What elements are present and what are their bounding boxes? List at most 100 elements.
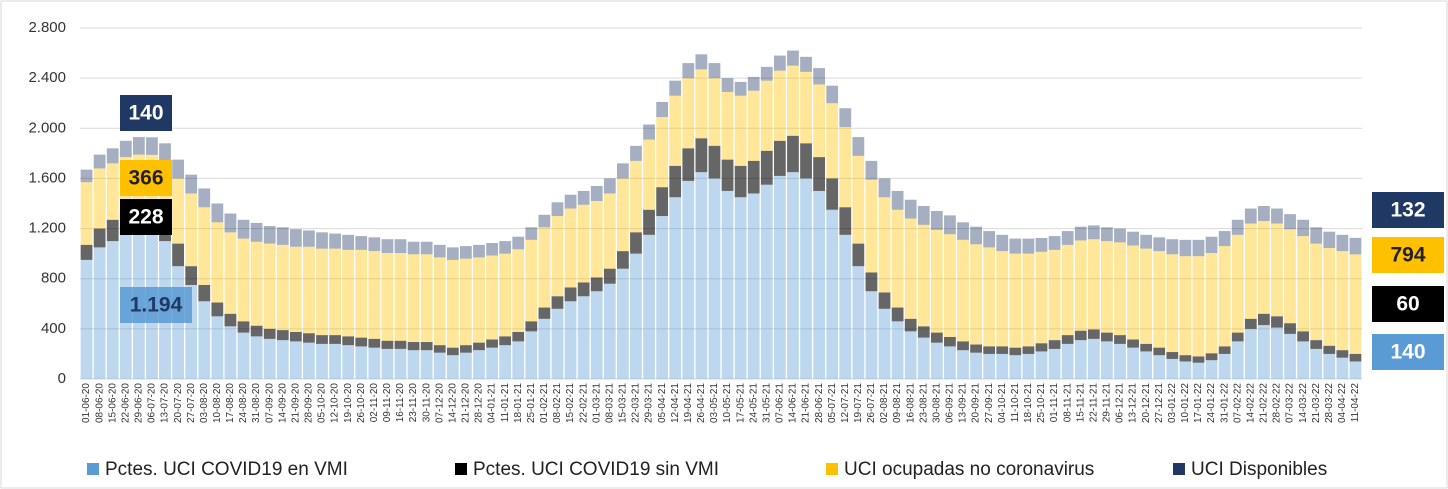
bar-segment [407, 350, 420, 379]
x-tick-label: 08-06-20 [94, 383, 105, 423]
bar-segment [721, 159, 734, 191]
bar-segment [1297, 341, 1310, 379]
data-label: 132 [1390, 199, 1425, 222]
bar-segment [420, 350, 433, 379]
x-tick-label: 09-11-20 [382, 383, 393, 423]
bar-segment [381, 239, 394, 254]
bar-segment [80, 244, 93, 260]
bar-segment [682, 78, 695, 149]
bar-segment [590, 291, 603, 379]
bar-segment [878, 197, 891, 293]
bar-segment [970, 226, 982, 245]
x-tick-label: 26-10-20 [356, 383, 367, 423]
bar-segment [316, 335, 328, 344]
bar-segment [1192, 362, 1205, 379]
bar-segment [1310, 243, 1323, 341]
bar-segment [1284, 333, 1296, 379]
bar-segment [263, 328, 276, 339]
bar-segment [1205, 360, 1218, 379]
bar-segment [708, 178, 721, 379]
bar-segment [525, 239, 538, 322]
bar-segment [1297, 331, 1310, 342]
x-tick-label: 15-03-21 [618, 383, 629, 423]
x-tick-label: 28-03-22 [1324, 383, 1335, 423]
bar-segment [1271, 223, 1283, 317]
bar-segment [1297, 236, 1310, 332]
bar-segment [865, 272, 878, 292]
bar-segment [1231, 341, 1244, 379]
x-tick-label: 20-12-21 [1141, 383, 1152, 423]
bar-segment [80, 259, 93, 379]
x-tick-label: 18-01-21 [513, 383, 524, 423]
bar-segment [420, 254, 433, 343]
bar-segment [1009, 238, 1022, 254]
bar-segment [564, 301, 577, 379]
bar-segment [1205, 253, 1218, 354]
bar-segment [303, 230, 315, 247]
x-tick-label: 30-08-21 [931, 383, 942, 423]
bar-segment [80, 169, 93, 183]
x-tick-label: 11-04-22 [1350, 383, 1361, 423]
bar-segment [1271, 327, 1283, 379]
bar-segment [473, 350, 485, 379]
bar-segment [1074, 330, 1087, 341]
bar-segment [1153, 347, 1166, 356]
bar-segment [682, 148, 695, 181]
bar-segment [630, 232, 642, 254]
bar-segment [1179, 355, 1192, 362]
bar-segment [1244, 328, 1257, 379]
bar-segment [813, 157, 825, 191]
bar-segment [329, 343, 341, 379]
bar-segment [473, 257, 485, 343]
bar-segment [878, 292, 891, 309]
bar-segment [970, 344, 982, 353]
bar-segment [316, 232, 328, 249]
bar-segment [93, 154, 106, 169]
bar-segment [800, 56, 812, 72]
bar-segment [1310, 348, 1323, 379]
bar-segment [525, 227, 538, 240]
bar-segment [1035, 237, 1048, 252]
bar-segment [852, 155, 865, 244]
bar-segment [276, 330, 289, 341]
bar-segment [80, 182, 93, 245]
bar-segment [1179, 256, 1192, 356]
bar-segment [1140, 351, 1153, 379]
bar-segment [839, 234, 852, 379]
bar-segment [865, 179, 878, 273]
bar-segment [1284, 323, 1296, 334]
bar-segment [289, 341, 302, 379]
bar-segment [1218, 346, 1231, 354]
bar-segment [1192, 256, 1205, 357]
bar-segment [368, 237, 381, 252]
bar-segment [983, 231, 996, 248]
bar-segment [316, 343, 328, 379]
bar-segment [1114, 335, 1126, 344]
bar-segment [970, 352, 982, 379]
x-tick-label: 06-12-21 [1115, 383, 1126, 423]
y-tick-label: 0 [58, 370, 66, 387]
bar-segment [289, 229, 302, 247]
bar-segment [800, 178, 812, 379]
bar-segment [224, 232, 237, 314]
x-tick-label: 10-05-21 [722, 383, 733, 423]
bar-segment [106, 148, 119, 164]
bar-segment [446, 259, 459, 348]
bar-segment [1166, 358, 1179, 379]
x-tick-label: 24-05-21 [748, 383, 759, 423]
bar-segment [773, 175, 786, 379]
x-tick-label: 25-10-21 [1036, 383, 1047, 423]
bar-segment [512, 236, 525, 250]
bar-segment [1101, 227, 1113, 242]
bar-segment [1048, 348, 1061, 379]
bar-segment [460, 345, 472, 353]
bar-segment [1349, 361, 1362, 379]
bar-segment [577, 282, 590, 297]
bar-segment [185, 193, 198, 267]
y-tick-label: 1.200 [28, 220, 66, 237]
bar-segment [917, 224, 930, 327]
bar-segment [106, 219, 119, 242]
y-tick-label: 2.800 [28, 19, 66, 36]
x-tick-label: 21-12-20 [461, 383, 472, 423]
x-tick-label: 07-06-21 [775, 383, 786, 423]
